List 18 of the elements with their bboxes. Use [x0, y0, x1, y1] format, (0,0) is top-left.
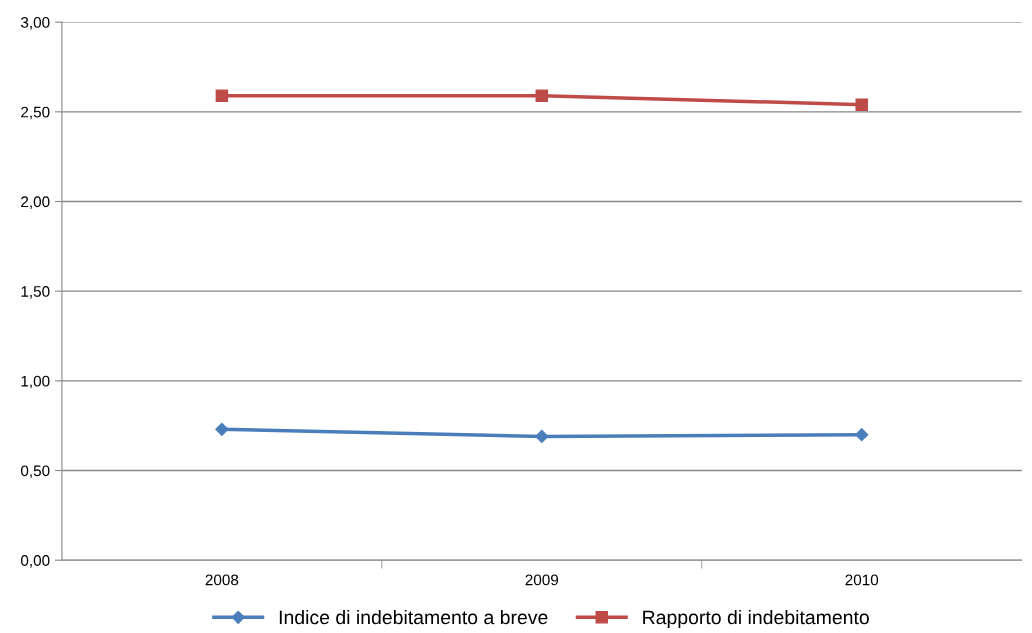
- y-tick-label: 1,50: [21, 286, 50, 299]
- point: [535, 89, 549, 102]
- y-tick-label: 0,50: [20, 465, 50, 479]
- y-tick-label: 2,00: [21, 196, 50, 209]
- point: [855, 428, 869, 442]
- point: [215, 89, 229, 102]
- legend-label: Rapporto di indebitamento: [643, 609, 869, 629]
- x-tick-label: 2009: [525, 574, 559, 586]
- point: [855, 98, 868, 111]
- point: [535, 429, 549, 444]
- point: [215, 422, 229, 436]
- y-tick-label: 3,00: [20, 17, 50, 30]
- y-tick-label: 0,00: [20, 555, 50, 568]
- x-tick-label: 2008: [205, 574, 239, 586]
- y-tick-label: 1,00: [21, 375, 50, 389]
- y-tick-label: 2,50: [21, 106, 50, 120]
- legend-label: Indice di indebitamento a breve: [279, 609, 548, 625]
- x-tick-label: 2010: [845, 574, 879, 586]
